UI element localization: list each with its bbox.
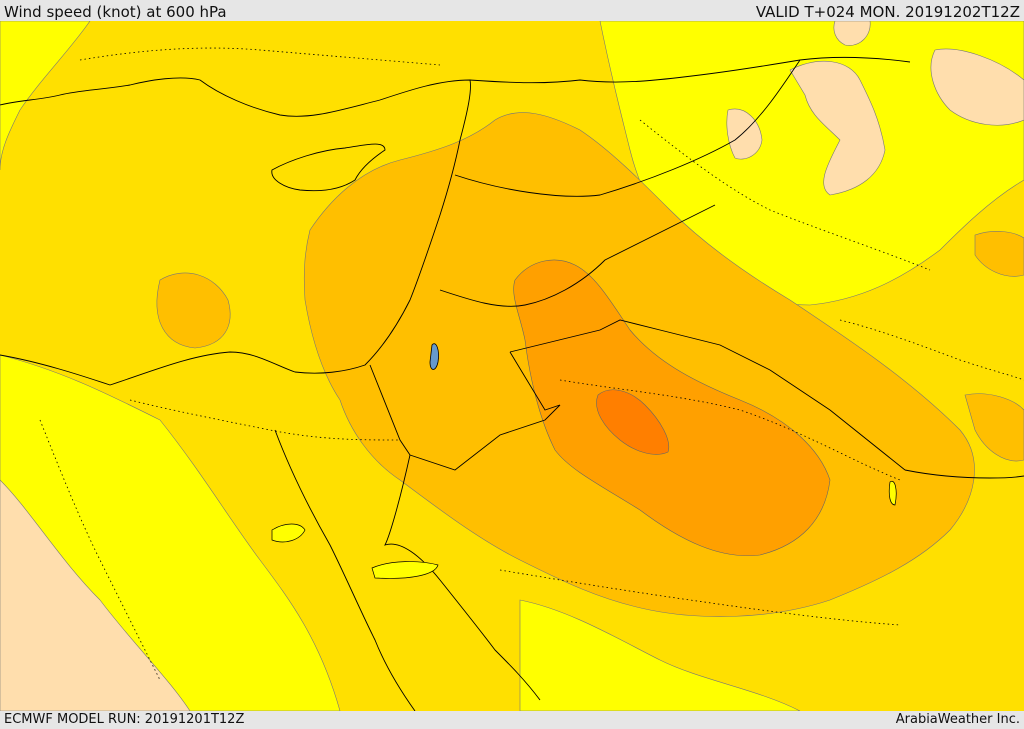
lake-1 (271, 523, 306, 543)
boundary-dotted-3 (639, 119, 931, 271)
field-pale-top (833, 21, 871, 46)
cyprus-island (271, 143, 386, 192)
border-egypt (369, 364, 411, 456)
boundary-dotted-7 (39, 419, 161, 681)
border-iraq-saudi (509, 319, 906, 471)
boundary-dotted-4 (499, 569, 901, 626)
border-jordan (409, 204, 716, 471)
wind-speed-map (0, 21, 1024, 711)
field-pale-southwest (0, 479, 191, 711)
field-mid-east2 (964, 393, 1024, 462)
island-bahrain (888, 480, 897, 506)
field-lightest-northwest (0, 21, 91, 171)
dead-sea (429, 343, 439, 370)
field-lightest-south (519, 599, 801, 711)
field-strong (513, 259, 831, 557)
header-bar: Wind speed (knot) at 600 hPa VALID T+024… (0, 0, 1024, 21)
field-mid-east (974, 230, 1024, 277)
field-strongest (596, 389, 670, 455)
border-syria-iraq (454, 59, 801, 197)
field-pale-patch (726, 108, 763, 160)
lake-2 (371, 561, 439, 579)
coastline-red-sea (274, 429, 416, 711)
credit-text: ArabiaWeather Inc. (895, 712, 1020, 727)
coastline-persian-gulf (904, 469, 1024, 479)
field-mid-west (156, 272, 231, 349)
field-pale-north (789, 60, 886, 196)
footer-bar: ECMWF MODEL RUN: 20191201T12Z ArabiaWeat… (0, 711, 1024, 729)
coastline-mediterranean (0, 77, 471, 386)
valid-time: VALID T+024 MON. 20191202T12Z (755, 3, 1020, 21)
model-run: ECMWF MODEL RUN: 20191201T12Z (4, 712, 245, 727)
map-title: Wind speed (knot) at 600 hPa (4, 3, 227, 21)
field-pale-northeast (930, 48, 1024, 126)
coastline-arabia-west (384, 454, 541, 701)
boundary-dotted-5 (79, 47, 441, 66)
border-turkey (469, 56, 911, 84)
boundary-dotted-6 (839, 319, 1024, 381)
